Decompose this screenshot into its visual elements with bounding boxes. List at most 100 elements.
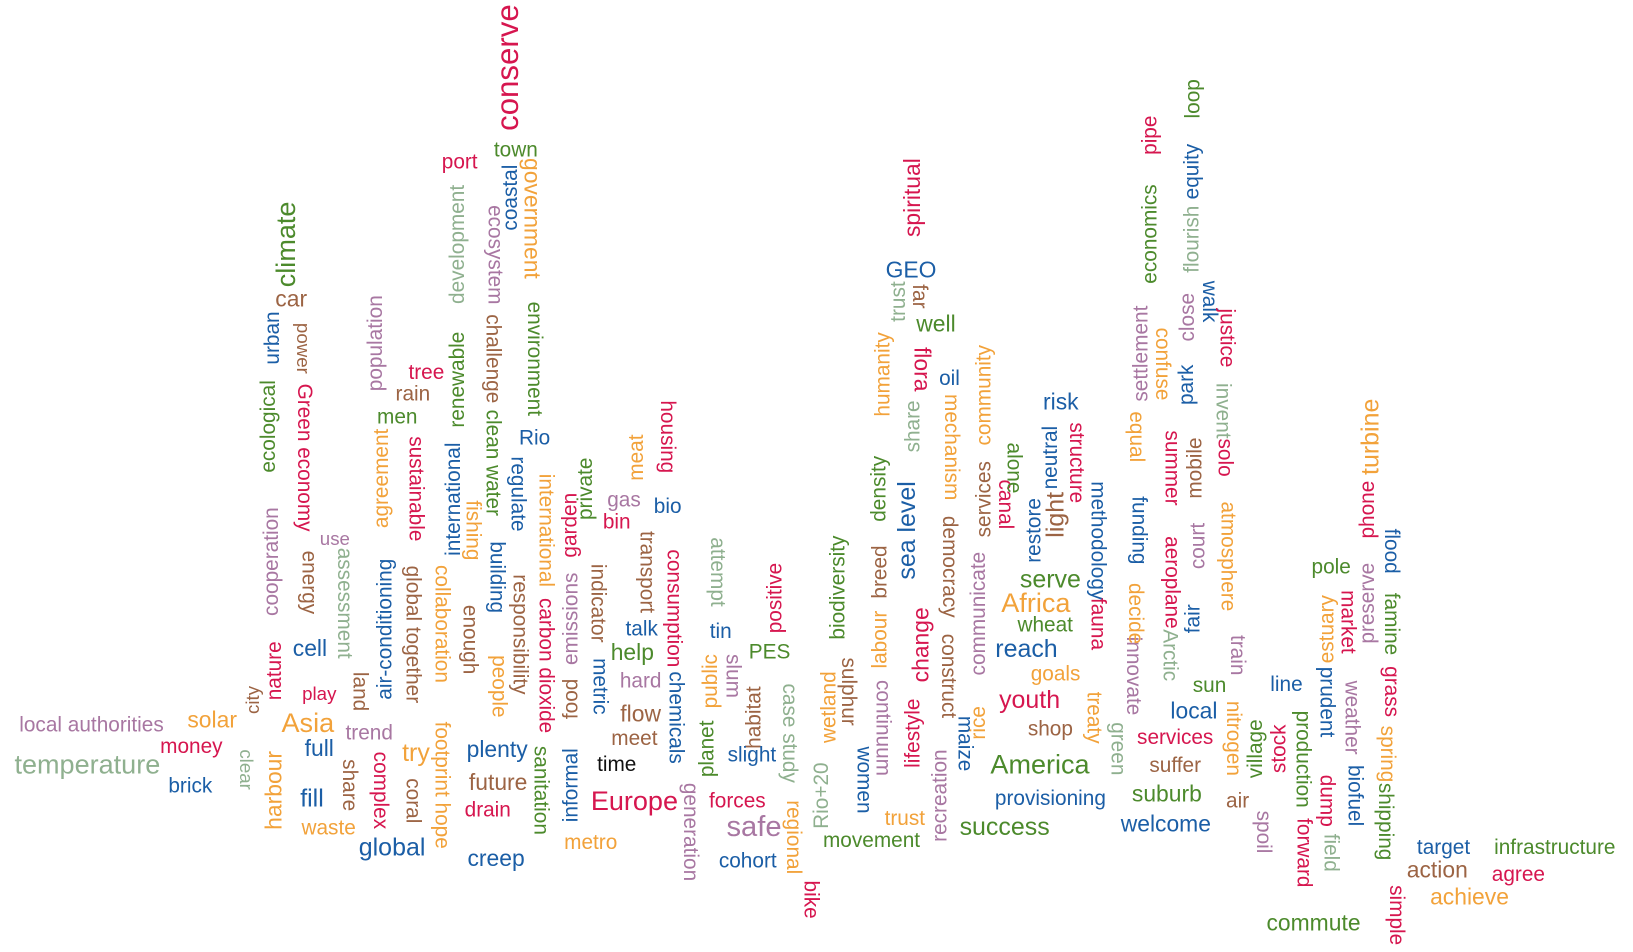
- word: bike: [800, 881, 823, 919]
- word: suburb: [1132, 781, 1202, 807]
- word: collaboration: [431, 565, 454, 683]
- word: Rio: [519, 426, 550, 449]
- word: invent: [1212, 383, 1235, 439]
- word: brick: [168, 775, 213, 798]
- word: village: [1244, 719, 1267, 778]
- word: alone: [1003, 443, 1026, 494]
- word: sustainable: [404, 436, 427, 541]
- word: renewable: [446, 332, 469, 428]
- word: population: [364, 295, 387, 391]
- word: metro: [564, 831, 617, 854]
- word: carbon dioxide: [535, 598, 558, 733]
- word: future: [469, 769, 528, 795]
- word: welcome: [1120, 811, 1211, 837]
- word: humanity: [871, 332, 894, 417]
- word: oil: [939, 367, 960, 390]
- word: Africa: [1001, 588, 1071, 618]
- word: global: [359, 834, 426, 862]
- word: try: [402, 739, 430, 767]
- word: spiritual: [899, 158, 925, 237]
- word: fishing: [462, 500, 485, 560]
- word: biofuel: [1344, 765, 1367, 826]
- word: housing: [656, 400, 679, 473]
- word: enough: [459, 605, 482, 674]
- word: footprint hope: [431, 722, 454, 849]
- word: provisioning: [995, 787, 1106, 810]
- word: Arctic: [1159, 629, 1182, 681]
- word: solar: [187, 707, 237, 733]
- word: park: [1175, 364, 1198, 405]
- word: local: [1170, 697, 1217, 723]
- word: field: [1320, 834, 1343, 872]
- word: canal: [994, 480, 1017, 530]
- word: slight: [728, 744, 777, 767]
- word: train: [1226, 635, 1249, 675]
- word: sun: [1193, 674, 1227, 697]
- word: rice: [967, 706, 990, 740]
- word: weather: [1341, 680, 1364, 755]
- word: GEO: [886, 256, 937, 282]
- word: people: [488, 655, 511, 717]
- word: women: [853, 745, 876, 813]
- word: line: [1270, 673, 1302, 696]
- word: planet: [696, 720, 719, 777]
- word: flourish: [1180, 206, 1203, 273]
- word: far: [908, 284, 931, 308]
- word: treaty: [1083, 692, 1106, 745]
- word: fair: [1181, 604, 1204, 633]
- word: fill: [300, 785, 324, 813]
- word: dump: [1316, 775, 1339, 827]
- word: share: [338, 759, 361, 811]
- word: cell: [293, 635, 327, 661]
- word: land: [348, 672, 371, 711]
- word: help: [611, 639, 654, 665]
- word: meet: [611, 727, 657, 750]
- word: communicate: [967, 552, 990, 676]
- word: pipe: [1139, 116, 1162, 155]
- word: light: [1042, 492, 1070, 538]
- word: commute: [1266, 909, 1360, 935]
- word: serve: [1020, 565, 1081, 593]
- word: nitrogen: [1222, 701, 1245, 776]
- word: temperature: [14, 749, 160, 779]
- word: phone: [1356, 481, 1379, 539]
- word: walk: [1198, 280, 1221, 323]
- word: global together: [401, 566, 424, 704]
- word: city: [242, 685, 263, 714]
- word: economics: [1139, 184, 1162, 283]
- word: men: [377, 406, 417, 429]
- word: construct: [937, 634, 960, 719]
- word: assessment: [333, 548, 356, 659]
- word: climate: [271, 202, 301, 288]
- word: change: [907, 607, 933, 682]
- word: challenge: [481, 314, 504, 403]
- word: emissions: [559, 573, 582, 665]
- word: breed: [868, 545, 891, 598]
- word: services: [1137, 726, 1213, 749]
- word: coral: [401, 778, 424, 823]
- word: simple: [1385, 885, 1408, 945]
- word: shop: [1028, 718, 1073, 741]
- word: plenty: [467, 736, 529, 762]
- word: green: [1107, 722, 1130, 775]
- word: building: [486, 541, 509, 613]
- word: lifestyle: [902, 699, 925, 768]
- word: meat: [625, 434, 648, 480]
- word: ecosystem: [484, 205, 507, 304]
- word: recreation: [929, 749, 952, 841]
- word: consumption: [662, 549, 685, 667]
- word: time: [597, 753, 636, 776]
- word: turbine: [1357, 399, 1385, 475]
- word: restore: [1022, 498, 1045, 563]
- word: maize: [954, 716, 977, 771]
- word: ecological: [257, 380, 280, 473]
- word: preserve: [1356, 563, 1379, 644]
- word: Green economy: [293, 384, 316, 533]
- word: infrastructure: [1494, 836, 1615, 859]
- word: settlement: [1129, 305, 1152, 401]
- word: rain: [396, 383, 431, 406]
- word: cohort: [719, 850, 777, 873]
- word: justice: [1216, 308, 1239, 368]
